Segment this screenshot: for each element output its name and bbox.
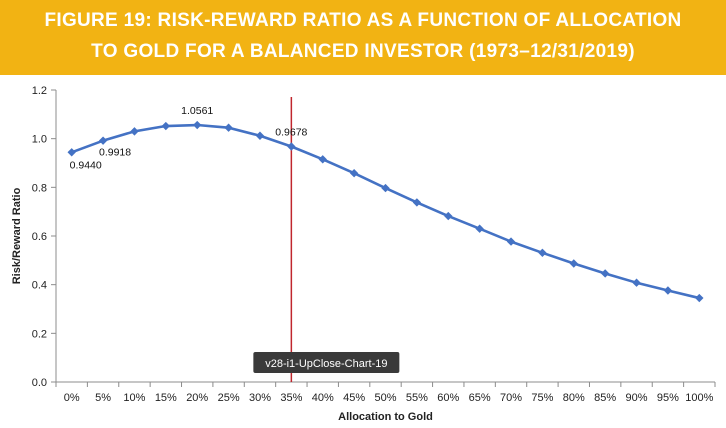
x-tick-label: 30% (249, 392, 271, 404)
x-tick-label: 80% (563, 392, 585, 404)
y-axis-title: Risk/Reward Ratio (11, 187, 23, 284)
data-point-marker (506, 237, 516, 246)
x-tick-label: 55% (406, 392, 428, 404)
x-tick-label: 95% (657, 392, 679, 404)
x-tick-label: 100% (685, 392, 713, 404)
x-tick-label: 10% (123, 392, 145, 404)
x-tick-label: 40% (312, 392, 334, 404)
data-point-marker (569, 259, 578, 268)
data-point-marker (632, 278, 641, 287)
x-tick-label: 85% (594, 392, 616, 404)
data-point-marker (695, 293, 704, 303)
chart-title-line-1: FIGURE 19: RISK-REWARD RATIO AS A FUNCTI… (44, 10, 682, 31)
x-tick-label: 5% (95, 392, 111, 404)
data-point-marker (130, 127, 139, 136)
y-tick-label: 0.0 (32, 377, 47, 389)
data-point-marker (412, 198, 422, 207)
data-point-marker (98, 136, 108, 145)
data-point-marker (381, 183, 390, 193)
data-label: 0.9440 (70, 159, 102, 171)
data-point-marker (287, 142, 296, 151)
y-tick-label: 0.2 (32, 328, 47, 340)
data-point-marker (600, 269, 610, 278)
data-label: 1.0561 (181, 105, 213, 117)
y-axis-title-group: Risk/Reward Ratio (11, 187, 23, 284)
x-axis-title: Allocation to Gold (338, 411, 433, 423)
data-label: 0.9918 (99, 147, 131, 159)
title-banner: FIGURE 19: RISK-REWARD RATIO AS A FUNCTI… (0, 0, 726, 75)
annotation-tag: v28-i1-UpClose-Chart-19 (253, 352, 400, 373)
x-tick-label: 20% (186, 392, 208, 404)
data-point-marker (663, 286, 673, 295)
data-point-marker (224, 123, 233, 132)
x-tick-label: 25% (218, 392, 240, 404)
data-point-marker (318, 155, 327, 164)
y-tick-label: 0.6 (32, 231, 47, 243)
x-tick-label: 75% (531, 392, 553, 404)
x-tick-label: 60% (437, 392, 459, 404)
axes: 0.0 0.2 0.4 0.6 0.8 1.0 1.2 0% 5% 10% 15% 20% 25% 30%… (32, 85, 716, 404)
series-group (67, 120, 704, 303)
x-tick-label: 45% (343, 392, 365, 404)
data-point-marker (475, 224, 484, 233)
y-tick-label: 1.2 (32, 85, 47, 97)
data-point-marker (444, 211, 453, 221)
y-tick-label: 0.4 (32, 280, 47, 292)
annotation-tag-background (253, 352, 400, 373)
x-tick-label: 65% (469, 392, 491, 404)
y-tick-label: 0.8 (32, 182, 47, 194)
data-label: 0.9678 (275, 127, 307, 139)
data-point-marker (349, 169, 359, 178)
data-point-marker (67, 148, 76, 157)
x-tick-label: 90% (626, 392, 648, 404)
annotation-tag-text: v28-i1-UpClose-Chart-19 (265, 358, 387, 370)
x-tick-label: 35% (280, 392, 302, 404)
x-tick-label: 15% (155, 392, 177, 404)
x-tick-label: 70% (500, 392, 522, 404)
chart-title-line-2: TO GOLD FOR A BALANCED INVESTOR (1973–12… (91, 41, 635, 62)
line-chart: Risk/Reward Ratio Allocation to Gold 0.0… (11, 85, 716, 423)
data-point-marker (161, 121, 171, 131)
y-tick-label: 1.0 (32, 134, 47, 146)
x-tick-label: 50% (374, 392, 396, 404)
data-point-marker (255, 131, 265, 140)
data-point-marker (193, 120, 202, 130)
x-tick-label: 0% (64, 392, 80, 404)
data-point-marker (538, 248, 547, 257)
